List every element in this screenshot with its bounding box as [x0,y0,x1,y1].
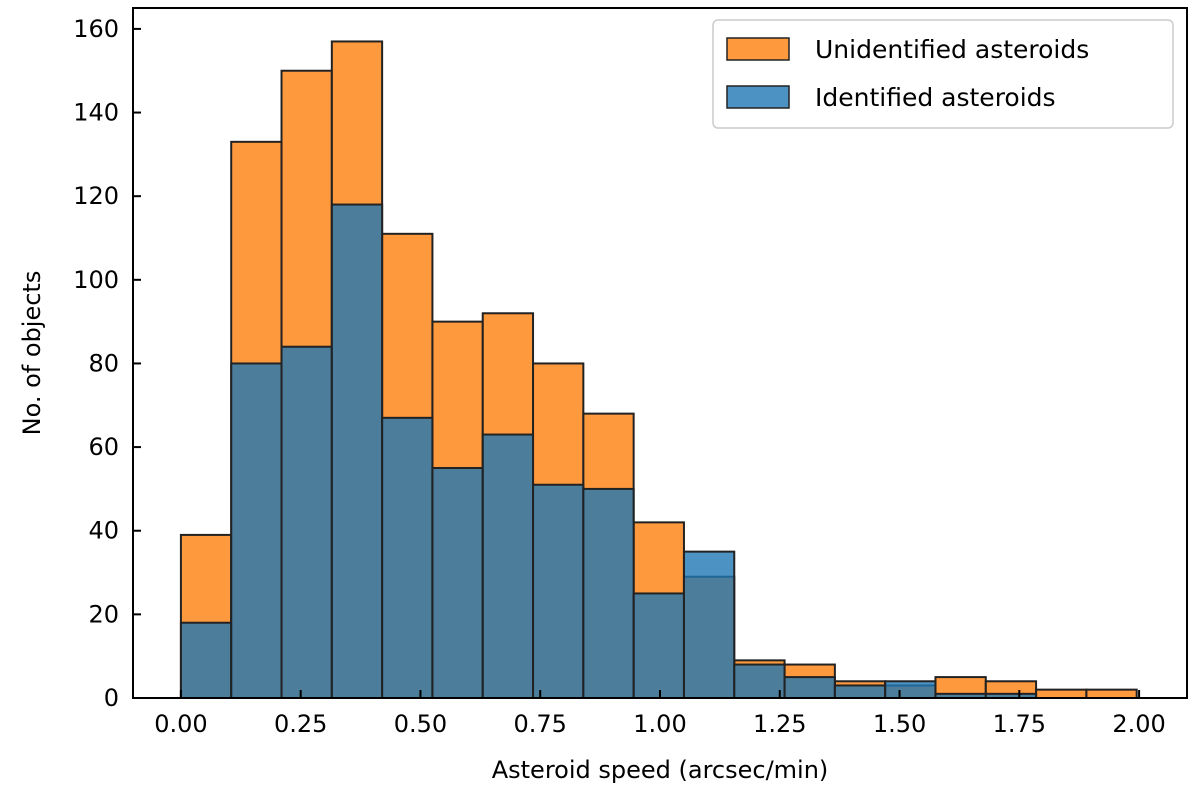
identified-bar [179,621,233,700]
x-tick-label: 1.75 [993,710,1046,738]
x-axis-label: Asteroid speed (arcsec/min) [492,756,829,784]
x-tick-label: 1.25 [753,710,806,738]
y-tick-label: 80 [88,349,119,377]
identified-bar [532,483,585,699]
y-tick-label: 40 [88,517,119,545]
identified-bar [431,467,484,699]
identified-bar [381,416,434,699]
x-tick-label: 0.25 [274,710,327,738]
identified-bar [632,592,685,699]
y-tick-label: 120 [73,182,119,210]
y-tick-label: 20 [88,600,119,628]
identified-bar [682,550,736,699]
y-axis-label: No. of objects [18,271,46,436]
y-tick-label: 60 [88,433,119,461]
x-tick-label: 0.00 [154,710,207,738]
y-axis-ticks: 0 20 40 60 80 100 120 140 160 [73,15,141,712]
identified-bar [783,676,836,699]
identified-bar [330,203,384,700]
identified-bar [733,663,786,700]
legend-label-unidentified: Unidentified asteroids [815,35,1089,64]
y-tick-label: 140 [73,99,119,127]
y-tick-label: 0 [104,684,119,712]
identified-bar [884,680,937,699]
x-tick-label: 0.50 [394,710,447,738]
legend-box [712,19,1174,129]
identified-bar [280,345,333,699]
legend-swatch-unidentified [726,37,790,61]
x-tick-label: 1.50 [873,710,926,738]
x-tick-label: 1.00 [633,710,686,738]
legend-label-identified: Identified asteroids [815,83,1056,112]
legend: Unidentified asteroids Identified astero… [712,19,1174,129]
identified-bar [230,362,283,699]
unidentified-bar [1085,688,1138,699]
y-tick-label: 100 [73,266,119,294]
y-tick-label: 160 [73,15,119,43]
identified-bar [833,684,887,699]
identified-bar [582,487,635,699]
x-tick-label: 2.00 [1112,710,1165,738]
unidentified-bar [1035,688,1088,699]
x-tick-label: 0.75 [514,710,567,738]
legend-swatch-identified [726,85,790,109]
identified-bar [481,433,535,699]
x-axis-ticks: 0.00 0.25 0.50 0.75 1.00 1.25 1.50 1.75 2.00 [154,690,1166,738]
